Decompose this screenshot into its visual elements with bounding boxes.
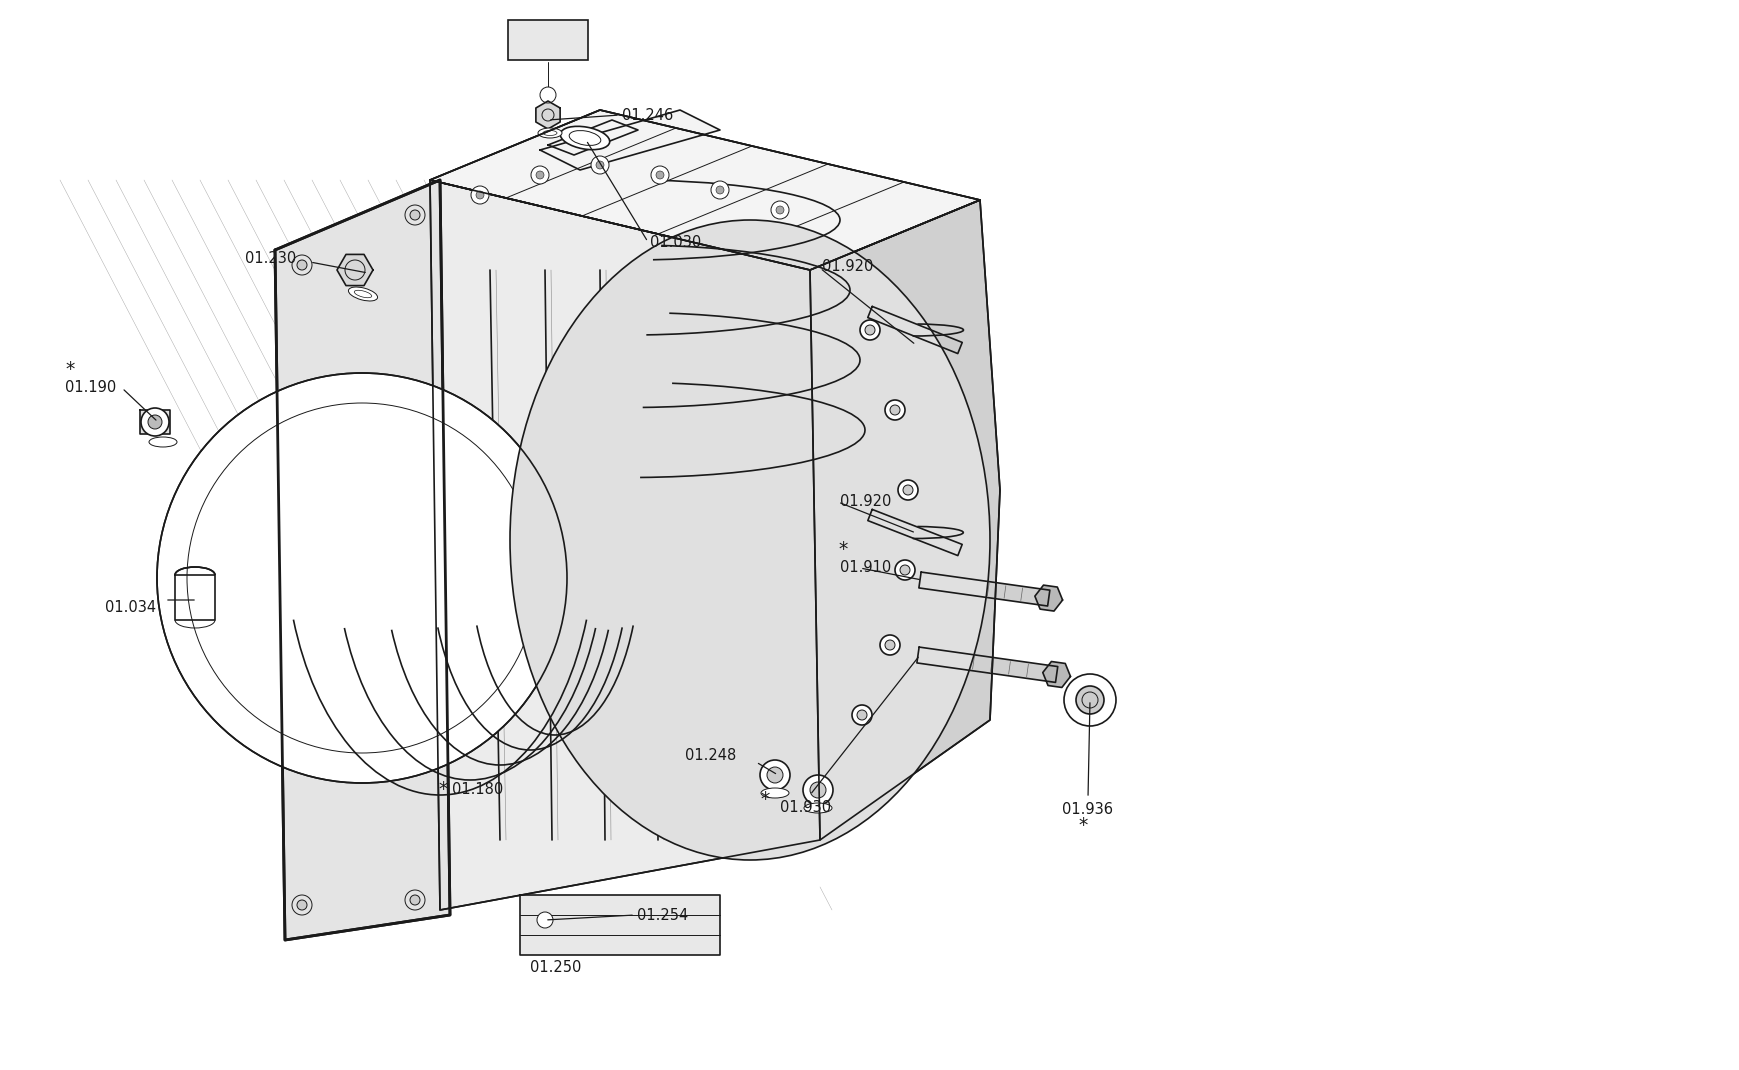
Polygon shape [868,306,962,353]
Text: 01.254: 01.254 [636,907,689,922]
Ellipse shape [348,287,377,301]
Ellipse shape [510,220,989,860]
Ellipse shape [150,437,177,447]
Circle shape [715,186,723,194]
Polygon shape [810,200,1000,840]
Circle shape [760,760,790,790]
Circle shape [885,400,904,421]
Circle shape [656,171,664,179]
Circle shape [596,160,603,169]
Circle shape [864,325,875,335]
Circle shape [897,480,918,500]
Polygon shape [539,110,720,170]
Text: *: * [1078,815,1087,835]
Circle shape [810,782,826,798]
Ellipse shape [537,128,562,138]
Circle shape [530,166,550,184]
Text: *: * [838,540,847,560]
Polygon shape [918,572,1049,606]
Text: 01.248: 01.248 [685,748,736,763]
Circle shape [297,900,306,910]
Circle shape [539,87,556,103]
Circle shape [1063,674,1115,727]
Circle shape [1075,686,1103,714]
Text: 01.180: 01.180 [452,782,503,797]
Text: 01.230: 01.230 [245,250,296,265]
Circle shape [859,320,880,340]
Circle shape [776,207,784,214]
Circle shape [471,186,489,204]
Circle shape [852,705,871,725]
Polygon shape [337,255,372,286]
Circle shape [410,210,419,220]
Polygon shape [430,110,979,270]
Polygon shape [275,180,450,941]
Bar [508,20,588,60]
Polygon shape [430,180,819,909]
Circle shape [536,171,544,179]
Text: 01.910: 01.910 [840,561,890,576]
Circle shape [297,260,306,270]
Circle shape [650,166,668,184]
Polygon shape [916,647,1057,683]
Circle shape [767,767,783,783]
Polygon shape [868,509,962,555]
Circle shape [157,373,567,783]
Text: 01.930: 01.930 [779,800,831,815]
Circle shape [410,895,419,905]
Text: 01.936: 01.936 [1061,802,1113,817]
Circle shape [711,181,729,199]
Text: 01.250: 01.250 [530,961,581,976]
Ellipse shape [760,788,788,798]
Circle shape [537,912,553,928]
Circle shape [889,406,899,415]
Circle shape [476,192,483,199]
Text: 01.920: 01.920 [821,259,873,274]
Circle shape [903,485,913,495]
Polygon shape [176,575,216,620]
Polygon shape [1035,585,1063,611]
Circle shape [802,775,833,805]
Text: *: * [64,361,75,380]
Text: *: * [760,791,769,810]
Polygon shape [430,180,819,909]
Text: 01.034: 01.034 [104,600,157,615]
Polygon shape [1042,661,1069,687]
Text: 01.920: 01.920 [840,494,890,509]
Text: 01.246: 01.246 [621,107,673,122]
Ellipse shape [803,802,831,813]
Text: *: * [438,780,447,799]
Circle shape [148,415,162,429]
Text: 01.030: 01.030 [650,234,701,249]
Polygon shape [520,895,720,956]
Circle shape [894,560,915,580]
Text: 01.190: 01.190 [64,381,117,396]
Circle shape [899,565,909,575]
Circle shape [770,201,788,219]
Circle shape [591,156,609,174]
Circle shape [880,635,899,655]
Polygon shape [536,101,560,129]
Circle shape [857,710,866,720]
Polygon shape [548,120,638,155]
Ellipse shape [560,126,609,150]
Polygon shape [139,410,170,434]
Circle shape [885,640,894,649]
Circle shape [141,408,169,435]
Polygon shape [430,110,979,270]
